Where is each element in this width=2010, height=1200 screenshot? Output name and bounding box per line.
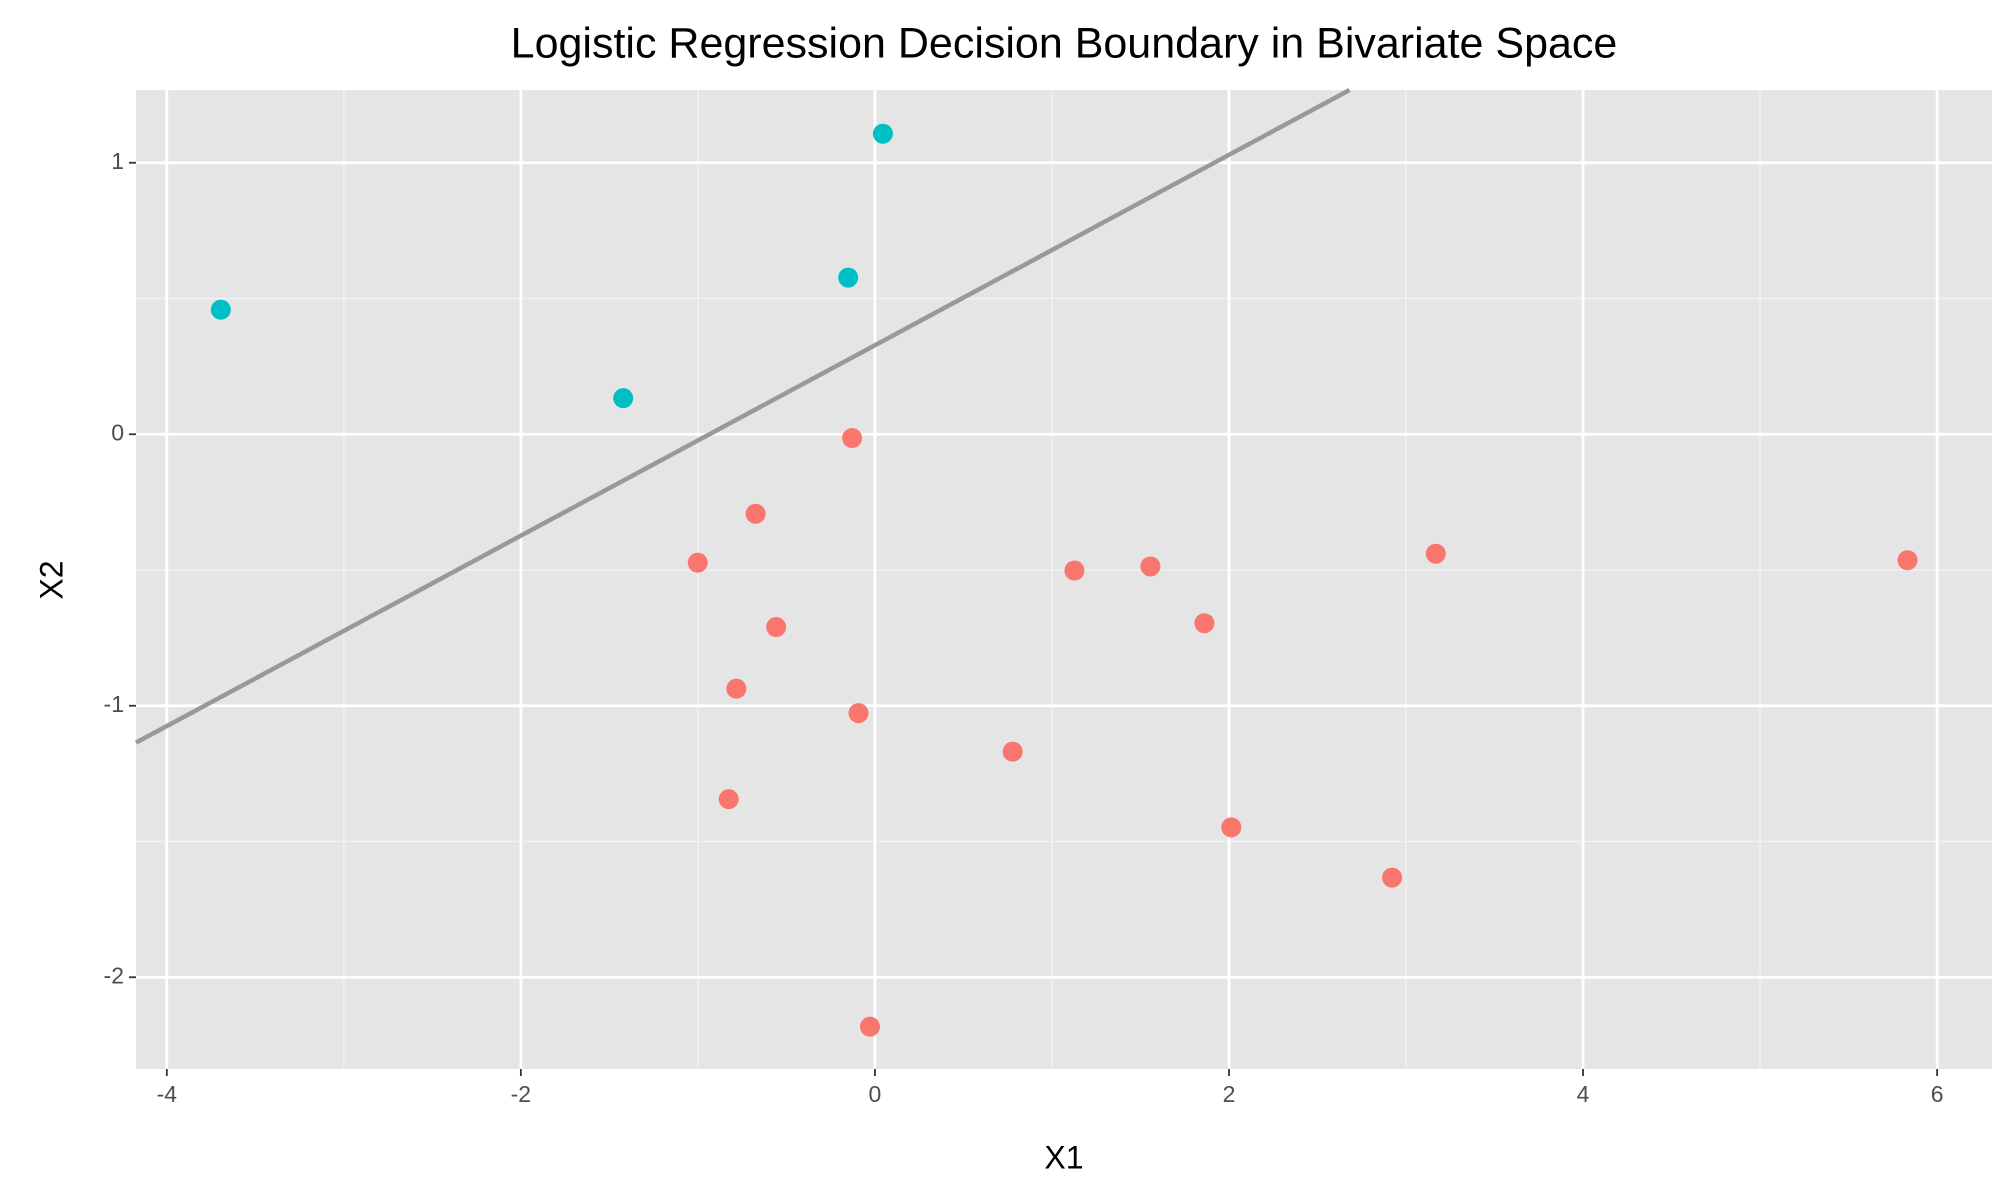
point [1897, 550, 1918, 571]
point [687, 552, 708, 573]
point [842, 428, 863, 449]
point [726, 678, 747, 699]
point [848, 703, 869, 724]
x-tick-label: 6 [1931, 1081, 1944, 1107]
point [1221, 817, 1242, 838]
x-tick-label: -4 [157, 1081, 178, 1107]
point [859, 1016, 880, 1037]
decision-boundary [134, 88, 1351, 745]
x-tick-label: -2 [511, 1081, 531, 1107]
point [1064, 560, 1085, 581]
y-tick-label: 1 [111, 148, 124, 174]
point [872, 123, 893, 144]
y-axis-title: X2 [33, 560, 69, 599]
point [1425, 543, 1446, 564]
point [1194, 613, 1215, 634]
point [210, 299, 231, 320]
y-tick-label: -1 [104, 691, 124, 717]
plot-panel [136, 90, 1992, 1069]
x-tick-label: 0 [869, 1081, 882, 1107]
point [1382, 867, 1403, 888]
point [1140, 556, 1161, 577]
point [1002, 741, 1023, 762]
point [766, 617, 787, 638]
y-tick-label: 0 [111, 419, 124, 445]
point [613, 388, 634, 409]
x-tick-label: 2 [1223, 1081, 1236, 1107]
chart-title: Logistic Regression Decision Boundary in… [511, 19, 1618, 67]
point [718, 789, 739, 810]
y-tick-label: -2 [104, 962, 124, 988]
point [745, 503, 766, 524]
point [838, 267, 859, 288]
x-tick-label: 4 [1577, 1081, 1590, 1107]
x-axis-title: X1 [1044, 1139, 1083, 1175]
